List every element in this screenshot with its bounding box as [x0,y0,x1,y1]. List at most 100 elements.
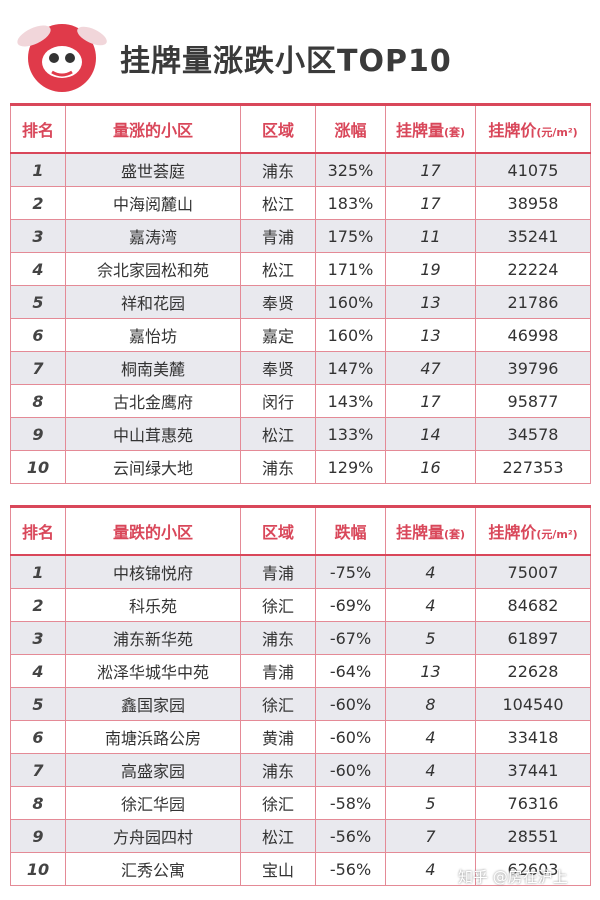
cell: 浦东 [240,753,316,787]
header-main: 挂牌量 [395,523,444,542]
column-header: 挂牌价(元/m²) [475,505,591,556]
rise-table: 排名 量涨的小区 区域 涨幅 挂牌量(套) 挂牌价(元/m²) 1 盛世荟庭 浦东 325% 17 4… [10,103,591,484]
cell: 4 [10,654,66,688]
cell: 4 [10,252,66,286]
column-header: 涨幅 [315,103,386,154]
row: 6 嘉怡坊 嘉定 160% 13 46998 [10,318,591,352]
cell: 桐南美麓 [65,351,241,385]
cell: 徐汇 [240,588,316,622]
cell: 38958 [475,186,591,220]
cell: 徐汇 [240,786,316,820]
row: 5 鑫国家园 徐汇 -60% 8 104540 [10,687,591,721]
logo [17,24,107,92]
row: 5 祥和花园 奉贤 160% 13 21786 [10,285,591,319]
cell: -64% [315,654,386,688]
cell: 37441 [475,753,591,787]
row: 10 云间绿大地 浦东 129% 16 227353 [10,450,591,484]
cell: 183% [315,186,386,220]
cell: 62603 [475,852,591,886]
cell: 青浦 [240,554,316,589]
cell: 6 [10,318,66,352]
cell: 10 [10,852,66,886]
cell: 青浦 [240,654,316,688]
header-main: 挂牌价 [488,523,537,542]
column-header: 区域 [240,103,316,154]
cell: 4 [385,554,476,589]
cell: 中山茸惠苑 [65,417,241,451]
header-unit: (元/m²) [536,528,578,541]
cell: 奉贤 [240,285,316,319]
cell: 34578 [475,417,591,451]
cell: 汇秀公寓 [65,852,241,886]
cell: 41075 [475,152,591,187]
cell: 8 [10,384,66,418]
cell: 徐汇 [240,687,316,721]
cell: -60% [315,753,386,787]
column-header: 挂牌价(元/m²) [475,103,591,154]
cell: 3 [10,621,66,655]
cell: 浦东 [240,152,316,187]
cell: 28551 [475,819,591,853]
column-header: 挂牌量(套) [385,103,476,154]
column-header: 跌幅 [315,505,386,556]
cell: 中海阅麓山 [65,186,241,220]
cell: 1 [10,152,66,187]
cell: 160% [315,285,386,319]
column-header: 排名 [10,103,66,154]
cell: 松江 [240,252,316,286]
cell: 21786 [475,285,591,319]
header-row: 排名 量涨的小区 区域 涨幅 挂牌量(套) 挂牌价(元/m²) [10,103,591,154]
cell: 2 [10,186,66,220]
cell: 松江 [240,417,316,451]
header-main: 挂牌量 [395,121,444,140]
cell: -60% [315,720,386,754]
column-header: 挂牌量(套) [385,505,476,556]
cell: 嘉定 [240,318,316,352]
row: 10 汇秀公寓 宝山 -56% 4 62603 [10,852,591,886]
cell: 7 [10,753,66,787]
cell: 8 [10,786,66,820]
cell: 175% [315,219,386,253]
row: 1 中核锦悦府 青浦 -75% 4 75007 [10,554,591,589]
cell: 闵行 [240,384,316,418]
cell: 4 [385,588,476,622]
header-unit: (套) [443,126,466,139]
cell: -67% [315,621,386,655]
cell: 84682 [475,588,591,622]
cell: 淞泽华城华中苑 [65,654,241,688]
cell: 2 [10,588,66,622]
cell: 129% [315,450,386,484]
cell: -69% [315,588,386,622]
cell: 科乐苑 [65,588,241,622]
row: 7 桐南美麓 奉贤 147% 47 39796 [10,351,591,385]
fall-table: 排名 量跌的小区 区域 跌幅 挂牌量(套) 挂牌价(元/m²) 1 中核锦悦府 青浦 -75% 4 7… [10,505,591,886]
cell: 160% [315,318,386,352]
cell: 14 [385,417,476,451]
row: 9 中山茸惠苑 松江 133% 14 34578 [10,417,591,451]
cell: 147% [315,351,386,385]
cell: 古北金鹰府 [65,384,241,418]
cell: 76316 [475,786,591,820]
cell: -60% [315,687,386,721]
cell: 22628 [475,654,591,688]
cell: 松江 [240,186,316,220]
cell: 鑫国家园 [65,687,241,721]
cell: 盛世荟庭 [65,152,241,187]
row: 4 佘北家园松和苑 松江 171% 19 22224 [10,252,591,286]
header-unit: (套) [443,528,466,541]
cell: 中核锦悦府 [65,554,241,589]
row: 3 浦东新华苑 浦东 -67% 5 61897 [10,621,591,655]
cell: 143% [315,384,386,418]
column-header: 量涨的小区 [65,103,241,154]
cell: 7 [10,351,66,385]
row: 1 盛世荟庭 浦东 325% 17 41075 [10,152,591,187]
cell: 13 [385,318,476,352]
cell: 嘉涛湾 [65,219,241,253]
cell: 9 [10,819,66,853]
row: 2 中海阅麓山 松江 183% 17 38958 [10,186,591,220]
cell: 浦东 [240,621,316,655]
cell: 青浦 [240,219,316,253]
cell: -75% [315,554,386,589]
cell: 16 [385,450,476,484]
